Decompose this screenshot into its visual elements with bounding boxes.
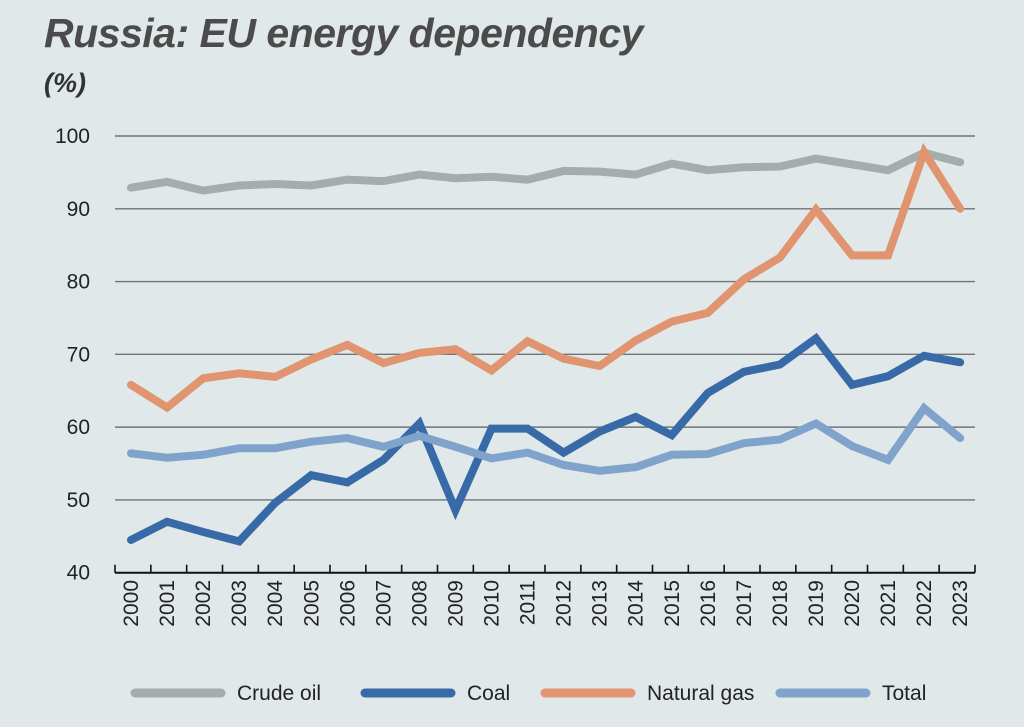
legend-label: Crude oil [237,682,321,705]
x-tick-label: 2002 [192,580,215,627]
legend-label: Total [882,682,926,705]
legend-label: Natural gas [647,682,754,705]
legend-item: Natural gas [540,682,754,705]
x-tick-label: 2023 [949,580,972,627]
y-axis-unit-label: (%) [44,68,86,98]
x-tick-label: 2008 [408,580,431,627]
x-tick-label: 2012 [553,580,576,627]
y-tick-label: 100 [55,125,90,148]
x-tick-label: 2000 [120,580,143,627]
x-tick-label: 2020 [841,580,864,627]
x-tick-label: 2010 [481,580,504,627]
x-axis: 2000 2001 2002 2003 2004 2005 2006 2007 2008 2009… [114,564,976,627]
series-line-total [127,402,965,475]
x-tick-label: 2001 [156,580,179,627]
legend-item: Total [775,682,926,705]
x-tick-label: 2009 [444,580,467,627]
y-tick-label: 40 [67,562,90,585]
x-tick-label: 2006 [336,580,359,627]
series-lines [127,142,965,546]
x-tick-label: 2015 [661,580,684,627]
legend-item: Coal [360,682,510,705]
y-tick-label: 70 [67,343,90,366]
y-tick-label: 80 [67,271,90,294]
x-tick-label: 2018 [769,580,792,627]
legend: Crude oil Coal Natural gas Total [130,682,926,705]
series-line-crude-oil [127,148,965,195]
y-tick-label: 90 [67,198,90,221]
x-tick-label: 2022 [913,580,936,627]
x-tick-label: 2013 [589,580,612,627]
x-tick-label: 2017 [733,580,756,627]
y-axis-ticks: 40 50 60 70 80 90 100 [55,125,90,585]
series-line-natural-gas [127,142,965,413]
legend-label: Coal [467,682,510,705]
x-tick-label: 2004 [264,580,287,627]
x-tick-label: 2019 [805,580,828,627]
x-tick-label: 2003 [228,580,251,627]
y-tick-label: 50 [67,489,90,512]
x-tick-label: 2005 [300,580,323,627]
chart-title: Russia: EU energy dependency [44,10,643,56]
series-line-coal [127,332,965,546]
legend-item: Crude oil [130,682,321,705]
y-tick-label: 60 [67,416,90,439]
x-tick-label: 2021 [877,580,900,627]
x-tick-label: 2007 [372,580,395,627]
x-tick-label: 2016 [697,580,720,627]
x-tick-label: 2014 [625,580,648,627]
x-tick-label: 2011 [517,580,540,625]
